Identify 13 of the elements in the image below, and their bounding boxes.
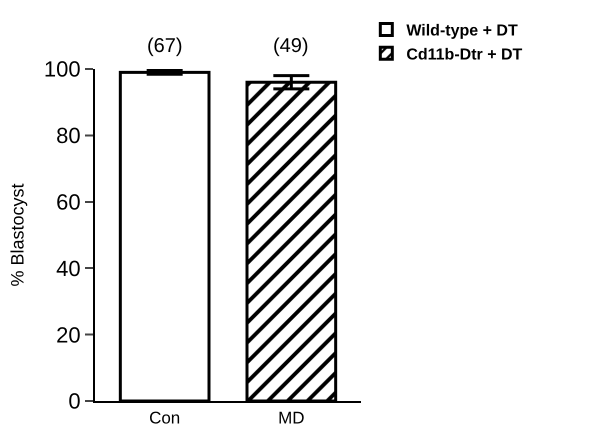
x-tick-label: MD xyxy=(278,408,305,428)
y-tick-label: 100 xyxy=(44,56,81,82)
y-axis-title: % Blastocyst xyxy=(8,183,28,287)
y-tick-label: 60 xyxy=(56,190,81,214)
y-tick-label: 0 xyxy=(68,388,81,414)
y-tick-label: 20 xyxy=(56,322,81,348)
legend-label: Wild-type + DT xyxy=(406,22,518,40)
y-tick-label: 80 xyxy=(56,123,81,148)
y-tick-label: 40 xyxy=(56,256,81,281)
x-tick-label: Con xyxy=(149,408,180,428)
text: (67) xyxy=(147,35,183,57)
text: Cd11b-Dtr + DT xyxy=(406,46,523,64)
text: (49) xyxy=(273,35,309,57)
